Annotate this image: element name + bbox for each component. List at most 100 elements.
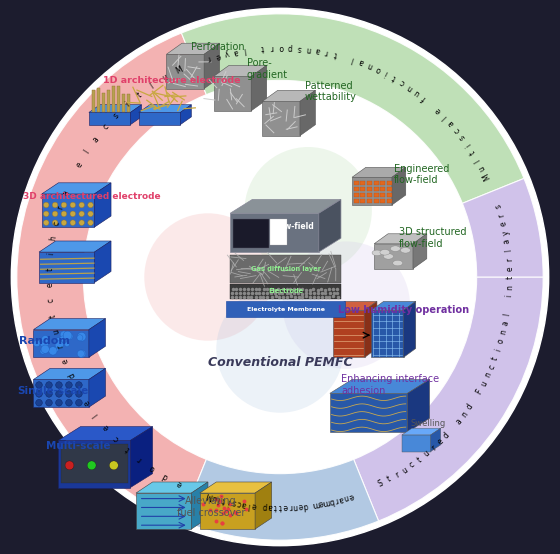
Text: n: n [305,44,311,54]
Circle shape [60,331,68,338]
Text: r: r [430,444,438,453]
Text: i: i [493,347,503,352]
Text: c: c [101,122,110,131]
Text: o: o [374,64,382,74]
Polygon shape [180,105,192,125]
Polygon shape [136,493,192,529]
Circle shape [87,461,96,470]
Circle shape [36,382,43,388]
Text: c: c [452,126,462,135]
Bar [112,86,115,112]
Polygon shape [89,112,130,125]
Circle shape [59,336,66,342]
Bar [226,301,346,317]
Text: t: t [385,475,393,484]
Text: y: y [501,229,510,235]
Polygon shape [402,428,441,435]
Ellipse shape [372,250,382,255]
Text: u: u [52,327,62,335]
Polygon shape [319,199,341,252]
Circle shape [64,342,69,347]
Text: r: r [270,43,273,52]
Bar [360,193,365,197]
Text: M: M [174,65,184,76]
Text: d: d [303,501,309,510]
Polygon shape [39,252,95,283]
Text: r: r [324,47,329,57]
Circle shape [77,335,83,341]
Text: u: u [422,449,432,459]
Circle shape [70,211,76,217]
Polygon shape [213,76,251,111]
Polygon shape [95,241,111,283]
Text: c: c [398,78,407,87]
Text: n: n [343,492,350,502]
Text: n: n [366,60,374,70]
Text: l: l [350,54,355,64]
Text: r: r [136,454,144,464]
Text: d: d [67,371,77,379]
Bar [387,187,392,191]
Text: l: l [248,500,251,510]
Circle shape [46,382,52,388]
Text: t: t [490,355,500,361]
Circle shape [244,147,372,274]
Circle shape [55,341,63,349]
Polygon shape [352,177,392,205]
Text: l: l [83,148,91,155]
Text: t: t [221,495,226,505]
Circle shape [66,399,72,406]
Text: e: e [436,437,445,447]
Bar [387,193,392,197]
Text: t: t [333,49,338,59]
Text: s: s [297,43,301,53]
Text: Perforation: Perforation [192,42,245,52]
Polygon shape [166,43,220,54]
Circle shape [34,340,40,347]
Ellipse shape [390,246,400,252]
Circle shape [41,345,49,353]
Circle shape [283,242,410,369]
Circle shape [40,348,45,354]
Bar [367,193,372,197]
Polygon shape [262,101,300,136]
Text: M: M [481,171,492,181]
Text: r: r [393,470,400,480]
Polygon shape [374,244,413,269]
Bar [387,199,392,203]
Circle shape [11,8,549,546]
Circle shape [65,461,74,470]
Text: u: u [479,379,489,388]
Ellipse shape [393,260,403,266]
Circle shape [61,202,67,208]
Text: t: t [278,502,282,511]
Bar [122,94,125,112]
Text: c: c [111,434,121,443]
Text: e: e [101,422,111,432]
Wedge shape [17,33,206,521]
Circle shape [78,350,86,357]
Text: a: a [500,320,510,326]
Polygon shape [95,183,111,227]
Text: c: c [52,220,62,226]
Text: u: u [161,73,170,83]
Polygon shape [330,379,430,393]
Text: e: e [499,220,508,227]
Circle shape [88,211,94,217]
Circle shape [49,347,57,355]
Polygon shape [34,379,89,407]
Text: Electrolyte Membrane: Electrolyte Membrane [246,306,325,312]
Ellipse shape [400,248,410,253]
Text: a: a [232,47,239,57]
Circle shape [52,202,58,208]
Polygon shape [166,54,204,89]
Text: h: h [49,235,58,242]
Text: o: o [148,463,157,473]
Polygon shape [39,241,111,252]
Bar [354,187,358,191]
Text: a: a [357,57,365,67]
Polygon shape [136,482,208,493]
Polygon shape [251,65,267,111]
Circle shape [41,336,49,343]
Text: Enhancing interface
adhesion: Enhancing interface adhesion [341,375,439,396]
